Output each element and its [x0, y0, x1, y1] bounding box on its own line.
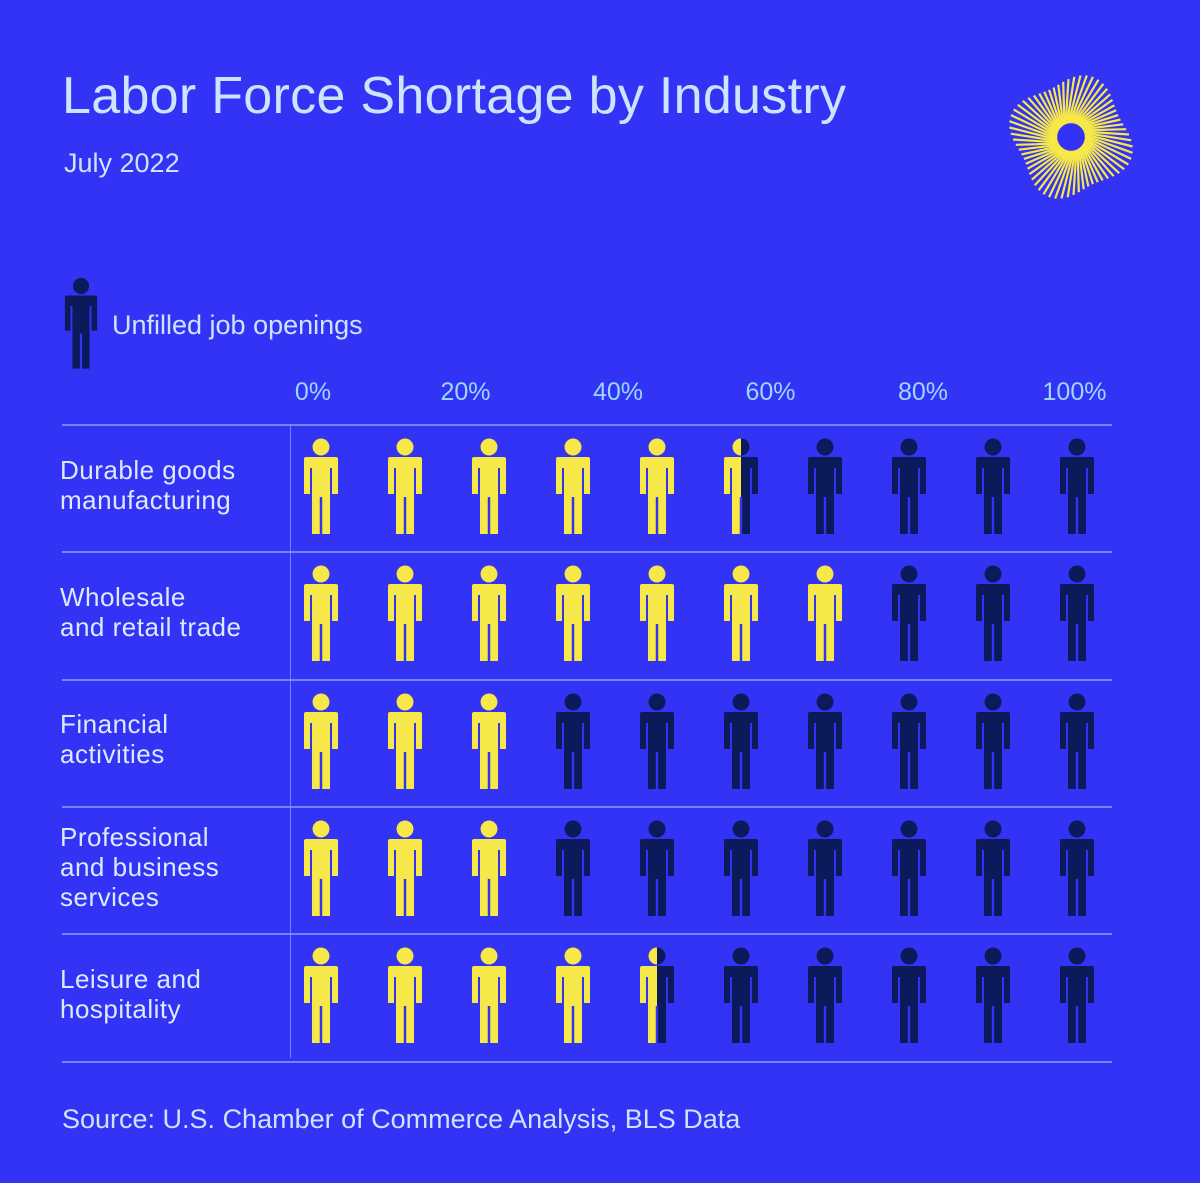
- person-icon: [472, 947, 506, 1044]
- person-icon: [892, 565, 926, 662]
- category-label: Financial activities: [60, 709, 169, 770]
- person-icon: [472, 820, 506, 916]
- person-icon: [976, 947, 1010, 1044]
- row-divider: [62, 933, 1112, 936]
- person-icon: [556, 947, 590, 1044]
- category-label: Wholesale and retail trade: [60, 581, 242, 642]
- person-icon: [1060, 693, 1094, 789]
- axis-tick-label: 80%: [897, 378, 949, 406]
- person-icon: [724, 693, 758, 789]
- person-icon: [1060, 820, 1094, 916]
- person-icon: [388, 693, 422, 789]
- person-icon: [304, 693, 338, 789]
- axis-tick-label: 0%: [294, 378, 332, 406]
- category-label: Leisure and hospitality: [60, 963, 202, 1024]
- person-icon: [1060, 947, 1094, 1044]
- person-icon: [976, 693, 1010, 789]
- person-icon: [472, 438, 506, 534]
- person-icon: [724, 565, 758, 662]
- person-icon: [304, 565, 338, 662]
- chart-title: Labor Force Shortage by Industry: [62, 67, 847, 125]
- person-icon: [472, 693, 506, 789]
- person-icon: [1060, 565, 1094, 662]
- axis-tick-label: 20%: [440, 378, 491, 406]
- source-note: Source: U.S. Chamber of Commerce Analysi…: [62, 1104, 741, 1134]
- person-icon: [892, 947, 926, 1044]
- chart-subtitle: July 2022: [64, 148, 180, 178]
- person-icon: [304, 438, 338, 534]
- person-icon: [388, 820, 422, 916]
- person-icon: [388, 438, 422, 534]
- person-icon: [640, 565, 674, 662]
- person-icon: [640, 820, 674, 916]
- category-label: Professional and business services: [60, 821, 220, 912]
- person-icon: [808, 438, 842, 534]
- person-icon: [724, 947, 758, 1044]
- person-icon: [976, 438, 1010, 534]
- person-icon: [64, 277, 98, 369]
- person-icon: [892, 693, 926, 789]
- person-icon: [724, 438, 758, 534]
- person-icon: [640, 438, 674, 534]
- person-icon: [808, 693, 842, 789]
- person-icon: [724, 820, 758, 916]
- person-icon: [640, 693, 674, 789]
- person-icon: [808, 565, 842, 662]
- person-icon: [892, 438, 926, 534]
- person-icon: [556, 693, 590, 789]
- row-divider: [62, 424, 1112, 426]
- category-label: Durable goods manufacturing: [60, 454, 236, 515]
- person-icon: [640, 947, 674, 1044]
- person-icon: [808, 820, 842, 916]
- row-divider: [62, 678, 1112, 681]
- person-icon: [472, 565, 506, 662]
- person-icon: [388, 565, 422, 662]
- legend-label: Unfilled job openings: [112, 310, 363, 340]
- person-icon: [304, 947, 338, 1044]
- axis-tick-label: 60%: [745, 378, 796, 406]
- axis-divider: [290, 424, 291, 1058]
- row-divider: [62, 551, 1112, 554]
- person-icon: [304, 820, 338, 916]
- person-icon: [556, 820, 590, 916]
- person-icon: [556, 565, 590, 662]
- person-icon: [892, 820, 926, 916]
- person-icon: [556, 438, 590, 534]
- person-icon: [808, 947, 842, 1044]
- person-icon: [388, 947, 422, 1044]
- person-icon: [976, 565, 1010, 662]
- row-divider: [62, 805, 1112, 808]
- axis-tick-label: 40%: [592, 378, 644, 406]
- axis-tick-label: 100%: [1042, 378, 1107, 406]
- sunburst-logo-icon: [1009, 75, 1133, 199]
- person-icon: [1060, 438, 1094, 534]
- person-icon: [976, 820, 1010, 916]
- row-divider: [62, 1060, 1112, 1063]
